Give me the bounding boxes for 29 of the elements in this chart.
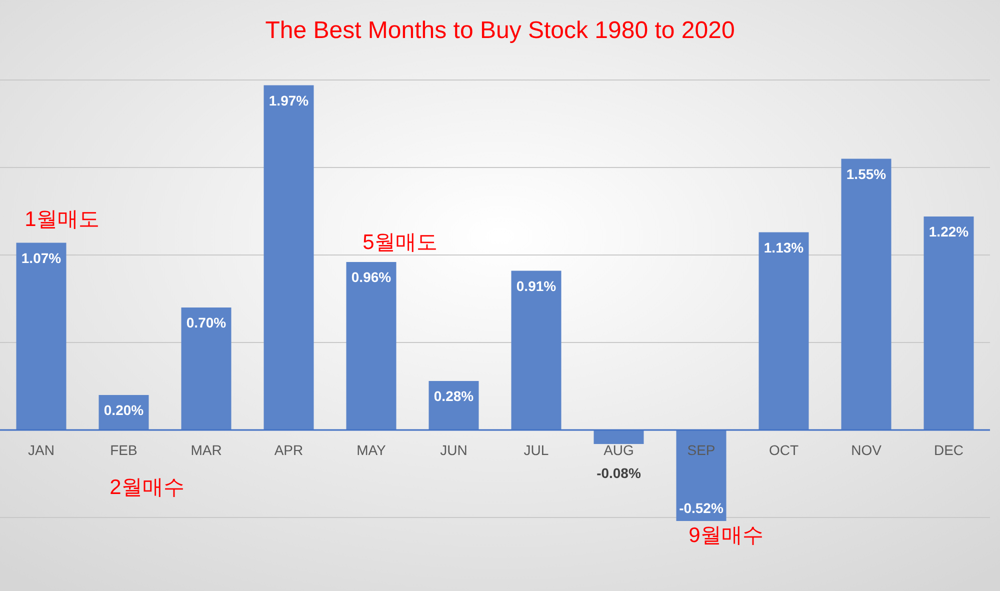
data-label: 1.22%	[928, 224, 970, 240]
data-label: 0.28%	[434, 388, 474, 404]
data-label: 0.20%	[104, 402, 144, 418]
x-tick-label: DEC	[934, 442, 964, 458]
x-tick-label: SEP	[687, 442, 716, 458]
chart-title: The Best Months to Buy Stock 1980 to 2020	[265, 17, 735, 44]
data-label: 0.70%	[186, 314, 227, 330]
data-label: 0.96%	[351, 269, 392, 285]
data-label: 1.13%	[764, 239, 804, 256]
data-label: 1.97%	[268, 92, 310, 108]
x-tick-label: JUL	[524, 442, 549, 458]
x-tick-label: JAN	[28, 442, 54, 458]
data-label: 1.07%	[21, 250, 62, 266]
data-label: -0.08%	[596, 465, 642, 481]
data-label: 0.91%	[516, 278, 557, 294]
x-tick-label: OCT	[768, 442, 799, 458]
x-tick-label: MAR	[190, 442, 222, 458]
annotation: 5월매도	[362, 231, 438, 254]
x-tick-label: AUG	[604, 442, 634, 458]
annotation: 2월매수	[110, 476, 184, 499]
x-tick-label: FEB	[110, 442, 138, 458]
text: 9월매수	[688, 524, 764, 547]
data-label: -0.52%	[679, 500, 724, 516]
x-tick-label: MAY	[356, 442, 387, 458]
annotation: 1월매도	[24, 208, 100, 231]
x-tick-label: APR	[274, 442, 304, 458]
x-tick-label: NOV	[851, 442, 882, 458]
data-label: 1.55%	[846, 166, 887, 182]
x-tick-label: JUN	[440, 442, 468, 458]
